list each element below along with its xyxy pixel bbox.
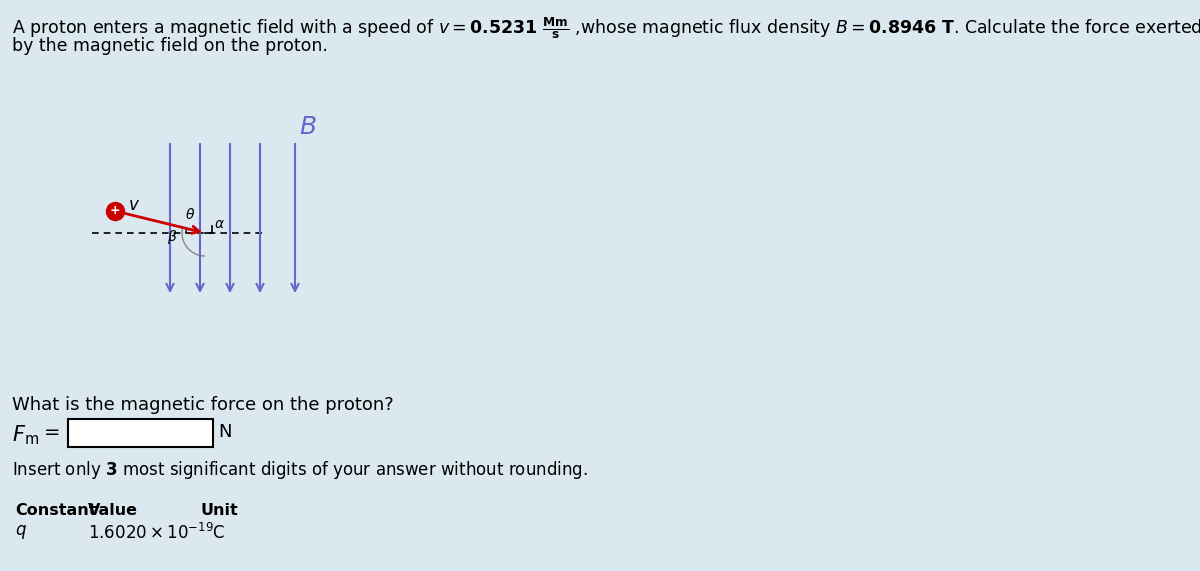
Text: $\mathit{B}$: $\mathit{B}$ <box>299 115 317 139</box>
Text: by the magnetic field on the proton.: by the magnetic field on the proton. <box>12 37 328 55</box>
Text: $F_{\mathrm{m}}$: $F_{\mathrm{m}}$ <box>12 423 40 447</box>
Text: Value: Value <box>88 503 138 518</box>
Text: $1.6020 \times 10^{-19}\mathrm{C}$: $1.6020 \times 10^{-19}\mathrm{C}$ <box>88 523 226 543</box>
Text: +: + <box>109 204 120 218</box>
Text: $\alpha$: $\alpha$ <box>214 217 224 231</box>
Text: $q$: $q$ <box>14 523 26 541</box>
FancyBboxPatch shape <box>68 419 214 447</box>
Text: Unit: Unit <box>200 503 238 518</box>
Text: N: N <box>218 423 232 441</box>
Text: $\beta$: $\beta$ <box>167 228 178 246</box>
Text: What is the magnetic force on the proton?: What is the magnetic force on the proton… <box>12 396 394 414</box>
Text: A proton enters a magnetic field with a speed of $v = \mathbf{0.5231}\ \frac{\ma: A proton enters a magnetic field with a … <box>12 15 1200 41</box>
Text: $\theta$: $\theta$ <box>185 207 196 222</box>
Text: Constant: Constant <box>14 503 96 518</box>
Text: =: = <box>44 423 60 442</box>
Text: $v$: $v$ <box>128 196 140 214</box>
Text: Insert only $\mathbf{3}$ most significant digits of your answer without rounding: Insert only $\mathbf{3}$ most significan… <box>12 459 588 481</box>
